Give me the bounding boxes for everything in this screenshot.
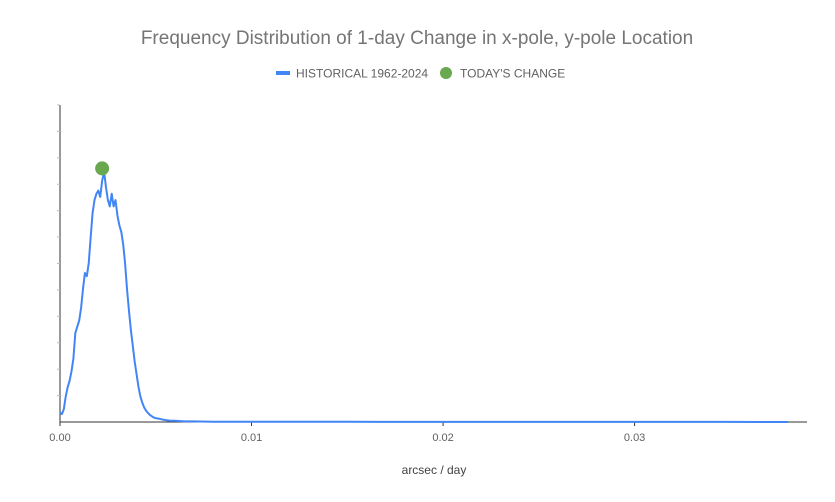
chart-title: Frequency Distribution of 1-day Change i… bbox=[141, 28, 693, 49]
legend-today-label: TODAY'S CHANGE bbox=[460, 67, 565, 81]
plot-area: 0.00 0.01 0.02 0.03 bbox=[49, 104, 807, 444]
series-today-point bbox=[95, 161, 110, 176]
x-tick-label: 0.03 bbox=[624, 432, 645, 444]
x-tick-label: 0.01 bbox=[241, 432, 262, 444]
legend-historical-label: HISTORICAL 1962-2024 bbox=[296, 67, 428, 81]
series-historical-line bbox=[59, 170, 788, 423]
x-tick-label: 0.02 bbox=[432, 432, 453, 444]
legend: HISTORICAL 1962-2024 TODAY'S CHANGE bbox=[276, 67, 565, 81]
x-tick-label: 0.00 bbox=[49, 432, 70, 444]
legend-today-swatch bbox=[440, 67, 452, 79]
legend-historical-swatch bbox=[276, 71, 290, 75]
x-axis-title: arcsec / day bbox=[402, 463, 467, 477]
